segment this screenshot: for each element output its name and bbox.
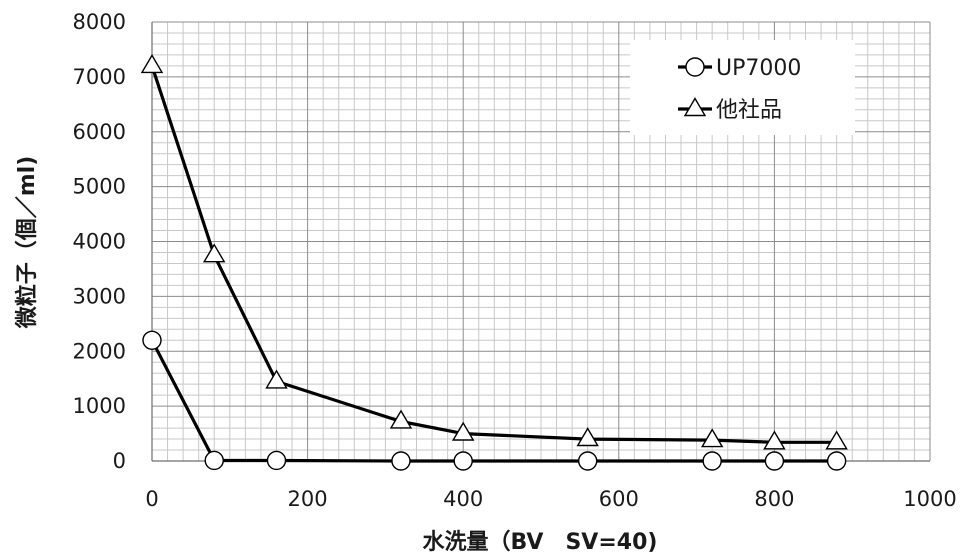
y-axis-title: 微粒子（個／ml) <box>14 156 40 330</box>
x-tick-label: 200 <box>288 487 328 511</box>
legend-box <box>630 40 855 135</box>
legend: UP7000 他社品 <box>630 40 855 135</box>
legend-up7000-marker <box>685 57 705 77</box>
x-tick-label: 0 <box>145 487 158 511</box>
up7000-point <box>702 451 722 471</box>
x-tick-label: 1000 <box>903 487 956 511</box>
y-tick-label: 4000 <box>73 230 126 254</box>
y-tick-label: 3000 <box>73 284 126 308</box>
competitor-point <box>825 430 848 450</box>
competitor-point <box>265 369 288 389</box>
x-tick-label: 400 <box>443 487 483 511</box>
competitor-point <box>576 427 599 447</box>
up7000-point <box>764 451 785 471</box>
x-tick-labels: 0 200 400 600 800 1000 <box>145 487 956 511</box>
competitor-point <box>389 409 413 429</box>
up7000-point <box>204 450 224 471</box>
competitor-point <box>763 430 786 450</box>
up7000-point <box>142 330 162 350</box>
up7000-point <box>391 451 411 471</box>
legend-up7000-label: UP7000 <box>716 56 801 81</box>
x-axis-title: 水洗量（BV SV=40) <box>423 530 658 555</box>
competitor-point <box>451 421 475 441</box>
legend-competitor-label: 他社品 <box>716 98 782 123</box>
legend-competitor-marker <box>683 97 707 117</box>
y-tick-label: 5000 <box>73 175 126 199</box>
y-tick-label: 0 <box>113 449 126 473</box>
y-tick-label: 1000 <box>73 394 126 418</box>
y-tick-label: 8000 <box>73 10 126 34</box>
up7000-point <box>266 450 287 471</box>
series-layer <box>140 54 848 471</box>
competitor-point <box>140 54 164 74</box>
up7000-point <box>826 451 847 471</box>
up7000-point <box>577 451 598 471</box>
competitor-point <box>700 428 724 448</box>
y-tick-labels: 0 1000 2000 3000 4000 5000 6000 7000 8000 <box>73 10 126 473</box>
competitor-point <box>202 243 226 263</box>
x-tick-label: 600 <box>599 487 639 511</box>
y-tick-label: 6000 <box>73 120 126 144</box>
y-tick-label: 7000 <box>73 65 126 89</box>
up7000-point <box>453 451 473 471</box>
x-tick-label: 800 <box>754 487 794 511</box>
y-tick-label: 2000 <box>73 339 126 363</box>
